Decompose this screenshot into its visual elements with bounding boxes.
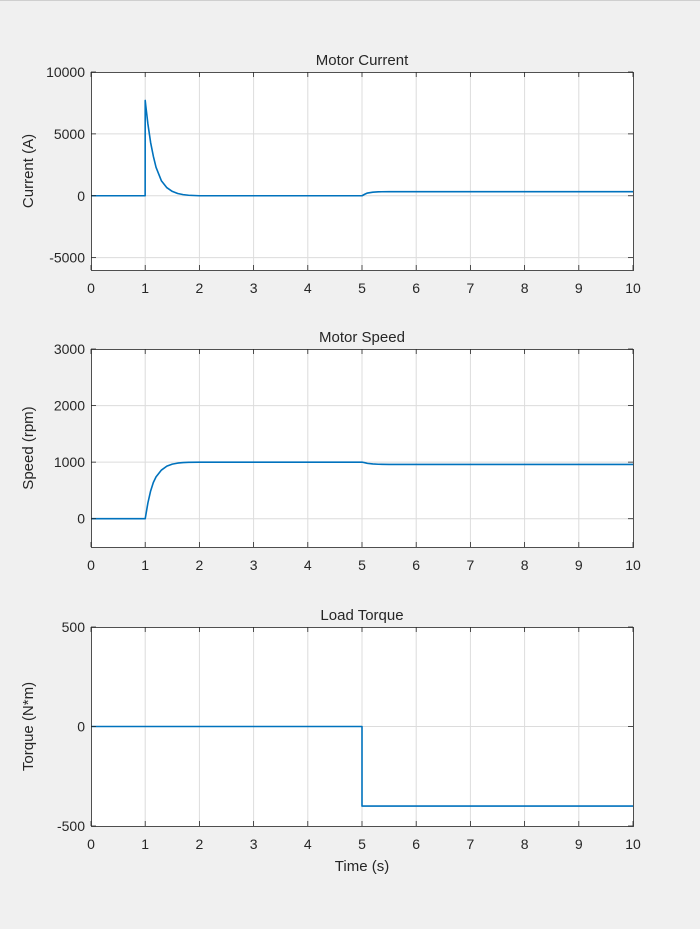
x-tick-label: 0 [87, 836, 95, 852]
x-tick-label: 9 [575, 836, 583, 852]
chart-title: Motor Current [316, 52, 409, 69]
x-tick-label: 6 [412, 280, 420, 296]
y-axis-label: Speed (rpm) [20, 406, 37, 489]
axes-frame [91, 72, 634, 271]
x-tick-label: 9 [575, 557, 583, 573]
x-tick-label: 1 [141, 836, 149, 852]
x-tick-label: 5 [358, 280, 366, 296]
x-axis-label: Time (s) [335, 858, 389, 875]
x-tick-label: 9 [575, 280, 583, 296]
x-tick-label: 8 [521, 836, 529, 852]
x-tick-label: 7 [467, 280, 475, 296]
y-axis-label: Current (A) [20, 134, 37, 208]
y-tick-label: -500 [57, 818, 85, 834]
y-tick-label: 2000 [54, 398, 85, 414]
x-tick-label: 2 [196, 280, 204, 296]
x-tick-label: 10 [625, 836, 641, 852]
y-axis-label: Torque (N*m) [20, 682, 37, 771]
x-tick-label: 3 [250, 557, 258, 573]
chart-2: 0 1 2 3 4 5 6 7 8 9 10 0 1000 2000 3000 Motor Speed Spee… [20, 329, 641, 573]
x-tick-label: 5 [358, 557, 366, 573]
x-tick-label: 2 [196, 836, 204, 852]
x-tick-label: 4 [304, 280, 312, 296]
y-tick-label: 500 [62, 619, 86, 635]
series-line-1 [91, 99, 633, 197]
x-tick-label: 4 [304, 557, 312, 573]
x-tick-label: 0 [87, 280, 95, 296]
x-tick-label: 0 [87, 557, 95, 573]
x-tick-label: 4 [304, 836, 312, 852]
y-tick-label: 5000 [54, 126, 85, 142]
y-tick-label: 0 [77, 188, 85, 204]
x-tick-label: 8 [521, 280, 529, 296]
axes-frame [91, 627, 634, 827]
x-tick-label: 3 [250, 836, 258, 852]
x-tick-label: 7 [467, 836, 475, 852]
x-tick-label: 7 [467, 557, 475, 573]
y-tick-label: -5000 [49, 250, 85, 266]
axes-frame [91, 349, 634, 548]
x-tick-label: 1 [141, 557, 149, 573]
window-top-border [0, 0, 700, 1]
series-line-1 [91, 461, 633, 520]
x-tick-label: 8 [521, 557, 529, 573]
x-tick-label: 6 [412, 836, 420, 852]
series-line-1 [91, 725, 633, 807]
y-tick-label: 0 [77, 719, 85, 735]
x-tick-label: 10 [625, 280, 641, 296]
y-tick-label: 1000 [54, 454, 85, 470]
x-tick-label: 2 [196, 557, 204, 573]
chart-title: Motor Speed [319, 329, 405, 346]
y-tick-label: 3000 [54, 341, 85, 357]
x-tick-label: 5 [358, 836, 366, 852]
y-tick-label: 10000 [46, 64, 85, 80]
x-tick-label: 10 [625, 557, 641, 573]
chart-title: Load Torque [320, 607, 403, 624]
x-tick-label: 3 [250, 280, 258, 296]
x-tick-label: 1 [141, 280, 149, 296]
x-tick-label: 6 [412, 557, 420, 573]
y-tick-label: 0 [77, 511, 85, 527]
